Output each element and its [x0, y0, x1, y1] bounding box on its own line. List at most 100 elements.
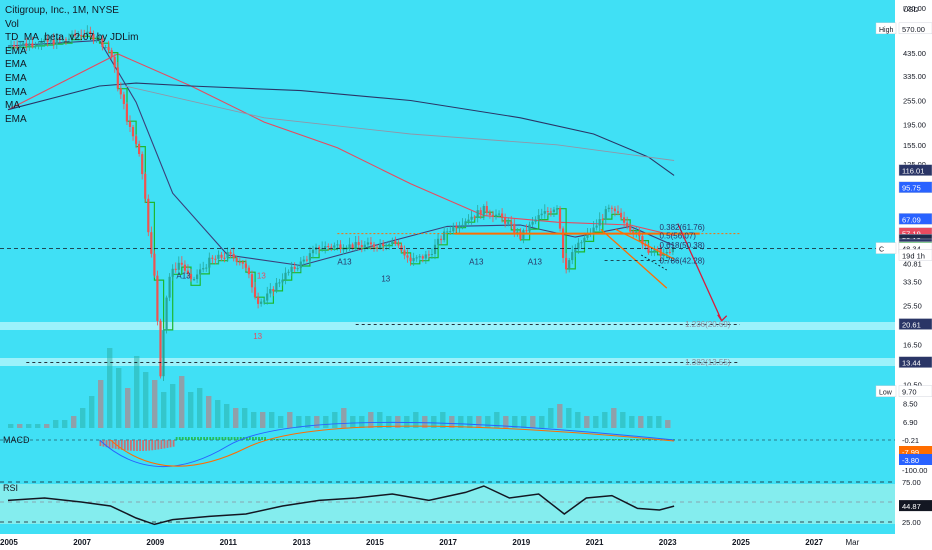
- candle-body: [586, 233, 589, 238]
- volume-bar: [314, 416, 320, 428]
- candle-body: [488, 212, 491, 215]
- macd-histogram-bar: [386, 439, 388, 440]
- macd-histogram-bar: [639, 439, 642, 440]
- macd-histogram-bar: [471, 439, 474, 440]
- candle-body: [125, 103, 128, 122]
- candle-body: [141, 154, 144, 175]
- macd-histogram-bar: [221, 437, 224, 440]
- price-badge: [898, 249, 932, 261]
- candle-body: [80, 35, 83, 37]
- candle-body: [424, 254, 427, 259]
- volume-bar: [287, 412, 293, 428]
- volume-bar: [476, 416, 482, 428]
- macd-histogram-bar: [117, 440, 120, 450]
- macd-histogram-bar: [154, 440, 157, 450]
- volume-bar: [368, 412, 374, 428]
- macd-histogram-bar: [178, 437, 181, 440]
- macd-histogram-bar: [279, 439, 282, 440]
- candle-body: [272, 289, 275, 292]
- macd-histogram-bar: [621, 439, 623, 440]
- candle-body: [269, 289, 272, 294]
- candle-body: [229, 252, 232, 254]
- time-axis-tick: 2025: [732, 538, 750, 547]
- macd-axis-tick: -7.99: [902, 448, 919, 457]
- candle-body: [357, 242, 360, 246]
- macd-histogram-bar: [276, 439, 279, 440]
- legend-td[interactable]: TD_MA_beta_v2.07 by JDLim: [5, 32, 139, 44]
- macd-histogram-bar: [136, 440, 138, 451]
- volume-bar: [503, 416, 509, 428]
- candle-body: [391, 241, 394, 244]
- candle-body: [287, 271, 290, 273]
- time-axis-tick: 2009: [146, 538, 164, 547]
- macd-axis-tick: -100.00: [902, 466, 927, 475]
- legend-symbol[interactable]: Citigroup, Inc., 1M, NYSE: [5, 5, 119, 16]
- legend-ema-1[interactable]: EMA: [5, 45, 27, 57]
- price-axis-tick: 435.00: [903, 49, 926, 58]
- candle-body: [165, 297, 168, 331]
- volume-layer: [8, 348, 671, 428]
- volume-bar: [548, 408, 554, 428]
- macd-histogram-bar: [139, 440, 141, 451]
- candle-body: [104, 47, 107, 48]
- candle-body: [626, 222, 629, 227]
- candles-layer: [9, 25, 674, 382]
- volume-bar: [458, 416, 464, 428]
- candle-body: [40, 41, 43, 46]
- price-badge: [898, 356, 932, 368]
- macd-histogram-bar: [99, 440, 102, 446]
- legend-ma[interactable]: MA: [5, 100, 20, 112]
- candle-body: [250, 274, 254, 288]
- price-axis-tick: 10.50: [903, 381, 922, 390]
- candle-body: [504, 217, 507, 224]
- candle-body: [369, 242, 372, 245]
- candle-body: [571, 252, 574, 261]
- volume-bar: [35, 424, 41, 428]
- macd-histogram-bar: [111, 440, 114, 449]
- legend-ema-5[interactable]: EMA: [5, 113, 27, 125]
- candle-body: [189, 274, 193, 280]
- candle-body: [153, 253, 156, 276]
- candle-body: [333, 245, 336, 248]
- macd-histogram-bar: [145, 440, 148, 451]
- candle-body: [430, 254, 433, 255]
- legend-ema-3[interactable]: EMA: [5, 72, 27, 84]
- macd-histogram-bar: [322, 439, 324, 440]
- volume-bar: [629, 416, 635, 428]
- macd-histogram-bar: [483, 439, 486, 440]
- fib-label: 0.5(56.07): [659, 231, 696, 240]
- macd-histogram-bar: [346, 439, 349, 440]
- rsi-line: [7, 485, 675, 526]
- time-axis-tick: 2023: [659, 538, 677, 547]
- candle-body: [436, 238, 440, 245]
- volume-bar: [431, 416, 437, 428]
- macd-histogram-bar: [532, 439, 535, 440]
- candle-body: [238, 261, 241, 263]
- macd-histogram-bar: [313, 439, 315, 440]
- fib-label: 1.236(20.69): [685, 320, 731, 329]
- volume-bar: [26, 424, 32, 428]
- volume-bar: [116, 368, 122, 428]
- volume-bar: [224, 404, 230, 428]
- channel-lower: [600, 228, 668, 289]
- time-axis-tick: 2017: [439, 538, 457, 547]
- macd-histogram-bar: [197, 437, 199, 440]
- candle-body: [98, 38, 101, 40]
- legend-ema-4[interactable]: EMA: [5, 86, 27, 98]
- candle-body: [601, 219, 604, 221]
- overlay-layer: 0.382(61.76)0.5(56.07)0.618(50.38) 0.786(…: [0, 223, 895, 367]
- candle-body: [580, 242, 583, 244]
- legend-vol[interactable]: Vol: [5, 18, 19, 30]
- candle-body: [37, 45, 40, 47]
- candle-body: [135, 136, 138, 144]
- macd-histogram-bar: [419, 439, 422, 440]
- legend-ema-2[interactable]: EMA: [5, 59, 27, 71]
- macd-histogram-bar: [191, 437, 193, 440]
- candle-body: [226, 252, 229, 258]
- candle-body: [46, 38, 49, 42]
- macd-histogram-bar: [184, 437, 187, 440]
- td-count-label: 13: [381, 274, 390, 283]
- candle-body: [549, 211, 552, 213]
- candle-body: [19, 45, 22, 48]
- time-axis-tick: 2011: [220, 538, 238, 547]
